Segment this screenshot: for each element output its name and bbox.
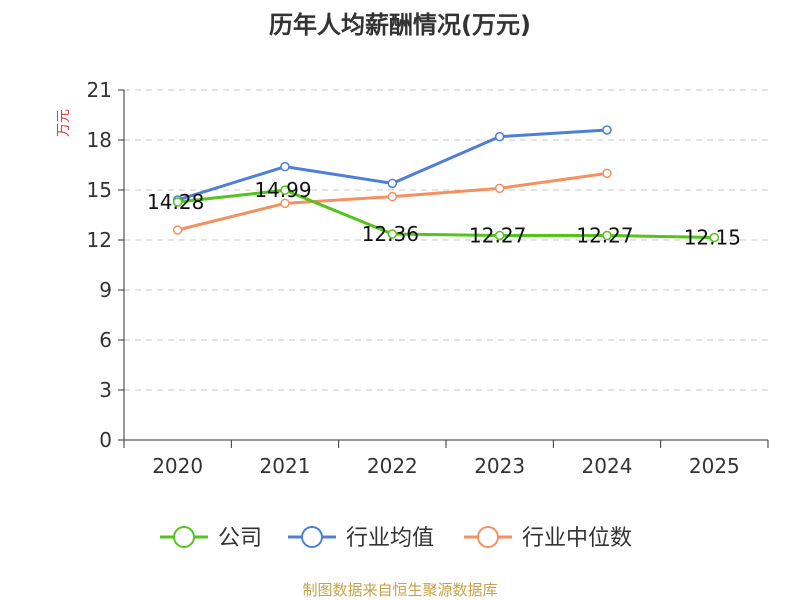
legend-item-2[interactable]: 行业中位数 <box>464 526 632 551</box>
legend[interactable]: 公司 行业均值 行业中位数 <box>160 526 632 551</box>
series-line-0 <box>177 188 715 239</box>
legend-marker <box>173 526 195 548</box>
legend-label: 行业均值 <box>346 526 434 551</box>
x-tick-label: 2021 <box>260 454 311 478</box>
series-point[interactable] <box>387 178 398 189</box>
data-label: 12.27 <box>469 224 526 248</box>
series-point[interactable] <box>387 229 398 239</box>
data-label: 14.99 <box>254 178 311 202</box>
series-point[interactable] <box>602 168 612 179</box>
series-point[interactable] <box>602 230 612 241</box>
series-point[interactable] <box>280 185 290 195</box>
series-point[interactable] <box>494 230 505 241</box>
legend-label: 行业中位数 <box>522 526 632 551</box>
y-tick-label: 18 <box>87 128 112 152</box>
series-point[interactable] <box>387 191 398 202</box>
y-tick-label: 15 <box>87 178 112 202</box>
series-point[interactable] <box>602 125 612 135</box>
chart-title: 历年人均薪酬情况(万元) <box>269 11 531 39</box>
y-tick-label: 0 <box>99 428 112 452</box>
data-label: 12.15 <box>684 226 741 250</box>
series-layer <box>172 125 720 243</box>
y-tick-label: 21 <box>87 78 112 102</box>
y-axis-label: 万元 <box>56 109 72 137</box>
axes: 0 3 6 9 12 15 18 21 2020 2021 2022 2023 2024 2025 <box>87 78 769 478</box>
data-label: 14.28 <box>147 190 204 214</box>
series-point[interactable] <box>280 198 290 209</box>
x-tick-label: 2023 <box>474 454 525 478</box>
y-tick-label: 3 <box>99 378 112 402</box>
x-tick-label: 2024 <box>582 454 633 478</box>
y-tick-label: 6 <box>99 328 112 352</box>
y-tick-label: 12 <box>87 228 112 252</box>
legend-item-1[interactable]: 行业均值 <box>288 526 434 551</box>
y-tick-label: 9 <box>99 278 112 302</box>
legend-item-0[interactable]: 公司 <box>160 526 262 551</box>
legend-marker <box>477 526 499 548</box>
series-point[interactable] <box>709 232 720 243</box>
series-point[interactable] <box>494 131 505 142</box>
data-label: 12.27 <box>576 224 633 248</box>
series-point[interactable] <box>280 161 290 172</box>
data-labels: 14.28 14.99 12.36 12.27 12.27 12.15 <box>147 178 741 249</box>
x-tick-label: 2020 <box>152 454 203 478</box>
series-point[interactable] <box>172 225 183 235</box>
x-tick-label: 2022 <box>367 454 418 478</box>
data-label: 12.36 <box>362 222 419 246</box>
series-point[interactable] <box>494 183 505 194</box>
legend-marker <box>301 526 323 548</box>
series-point[interactable] <box>172 197 183 207</box>
source-note: 制图数据来自恒生聚源数据库 <box>302 581 497 599</box>
grid <box>124 89 768 391</box>
legend-label: 公司 <box>218 526 262 551</box>
x-tick-label: 2025 <box>689 454 740 478</box>
